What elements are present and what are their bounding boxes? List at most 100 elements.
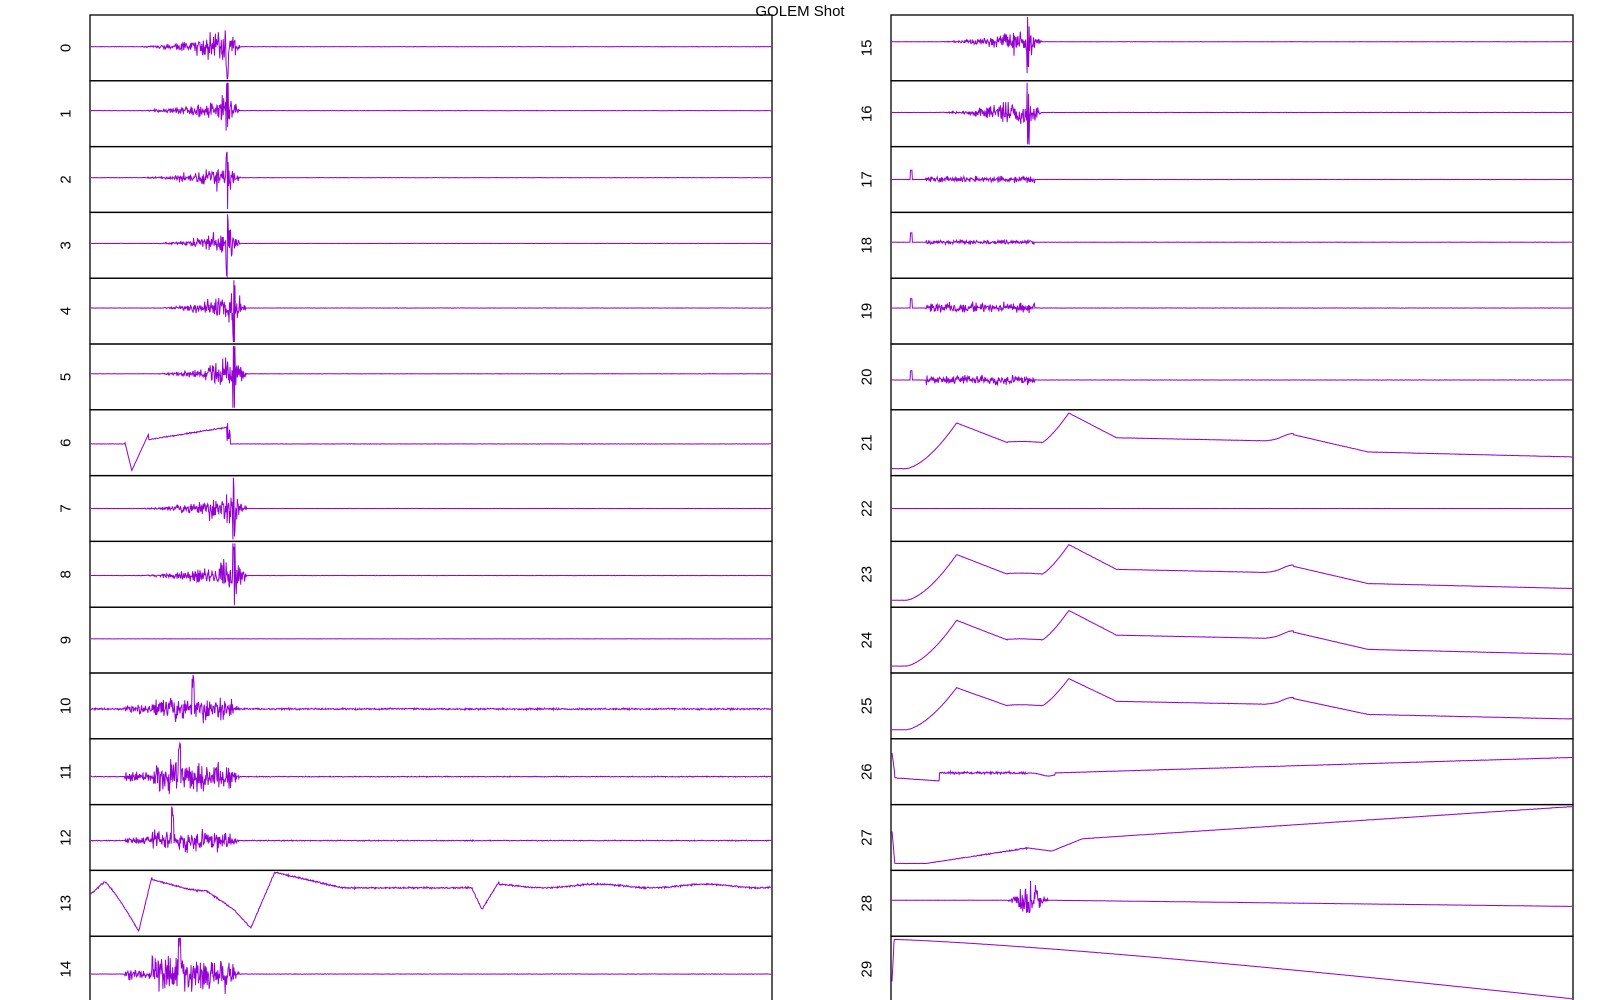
panel-24: 24: [859, 606, 1574, 674]
panel-frame: [890, 343, 1574, 411]
signal-trace-12: [90, 806, 772, 853]
channel-label: 10: [58, 698, 75, 715]
channel-label: 8: [58, 570, 75, 578]
panel-frame: [890, 540, 1574, 608]
panel-15: 15: [859, 14, 1574, 82]
channel-label: 22: [859, 500, 876, 517]
channel-label: 21: [859, 434, 876, 451]
panel-frame: [890, 738, 1574, 806]
channel-label: 16: [859, 105, 876, 122]
signal-trace-20: [891, 370, 1572, 386]
panel-10: 10: [58, 672, 773, 740]
panel-13: 13: [58, 869, 773, 937]
panel-5: 5: [58, 343, 773, 411]
channel-label: 23: [859, 566, 876, 583]
channel-label: 17: [859, 171, 876, 188]
channel-label: 1: [58, 110, 75, 118]
panel-21: 21: [859, 409, 1574, 477]
signal-trace-3: [91, 214, 772, 279]
signal-trace-10: [90, 674, 772, 724]
signal-trace-17: [891, 169, 1572, 184]
panel-frame: [890, 672, 1574, 740]
panel-4: 4: [58, 277, 773, 345]
channel-label: 13: [58, 895, 75, 912]
panel-1: 1: [58, 80, 773, 148]
channel-label: 26: [859, 763, 876, 780]
signal-trace-4: [90, 280, 771, 343]
signal-trace-13: [90, 871, 772, 933]
panel-29: 29: [859, 935, 1574, 1000]
panel-26: 26: [859, 738, 1574, 806]
channel-label: 3: [58, 241, 75, 249]
channel-label: 27: [859, 829, 876, 846]
panel-20: 20: [859, 343, 1574, 411]
panel-12: 12: [58, 803, 773, 872]
signal-trace-25: [891, 678, 1573, 731]
panel-frame: [89, 869, 773, 937]
channel-label: 15: [859, 40, 876, 57]
panel-frame: [89, 343, 773, 411]
signal-trace-16: [891, 82, 1573, 145]
panel-22: 22: [859, 474, 1574, 543]
signal-trace-19: [892, 297, 1573, 314]
signal-trace-28: [891, 880, 1572, 914]
signal-trace-18: [891, 232, 1572, 246]
channel-label: 7: [58, 504, 75, 512]
channel-label: 28: [859, 895, 876, 912]
panel-frame: [890, 935, 1574, 1000]
panel-16: 16: [859, 80, 1574, 148]
panel-frame: [89, 606, 773, 674]
signal-trace-21: [891, 412, 1573, 470]
panel-3: 3: [58, 211, 773, 279]
panel-27: 27: [859, 803, 1574, 872]
panel-frame: [890, 606, 1574, 674]
channel-label: 18: [859, 237, 876, 254]
signal-trace-7: [91, 477, 771, 540]
signal-trace-27: [891, 806, 1572, 865]
signal-trace-0: [90, 30, 772, 80]
panel-frame: [89, 409, 773, 477]
channel-label: 14: [58, 961, 75, 978]
signal-trace-24: [891, 610, 1573, 667]
signal-trace-6: [90, 423, 771, 472]
channel-label: 9: [58, 636, 75, 644]
panel-frame: [890, 409, 1574, 477]
channel-label: 5: [58, 373, 75, 381]
panel-frame: [890, 869, 1574, 937]
signal-trace-11: [90, 741, 772, 795]
panel-frame: [89, 14, 773, 82]
panel-frame: [890, 803, 1574, 872]
panel-frame: [890, 14, 1574, 82]
panel-frame: [89, 935, 773, 1000]
signal-trace-8: [90, 543, 771, 606]
channel-label: 20: [859, 369, 876, 386]
panel-2: 2: [58, 145, 773, 214]
channel-label: 25: [859, 698, 876, 715]
channel-label: 12: [58, 829, 75, 846]
panel-25: 25: [859, 672, 1574, 740]
signal-trace-2: [91, 151, 772, 210]
channel-label: 0: [58, 44, 75, 52]
figure-title: GOLEM Shot: [755, 3, 845, 20]
panel-frame: [890, 277, 1574, 345]
panel-19: 19: [859, 277, 1574, 345]
channel-label: 29: [859, 961, 876, 978]
panel-14: 14: [58, 935, 773, 1000]
panel-23: 23: [859, 540, 1574, 608]
channel-label: 2: [58, 175, 75, 183]
panel-17: 17: [859, 145, 1574, 214]
panel-28: 28: [859, 869, 1574, 937]
signal-trace-29: [891, 938, 1572, 1000]
panel-18: 18: [859, 211, 1574, 279]
panel-7: 7: [58, 474, 773, 543]
panel-0: 0: [58, 14, 773, 82]
signal-trace-23: [891, 544, 1573, 601]
panel-frame: [890, 211, 1574, 279]
panel-6: 6: [58, 409, 773, 477]
channel-label: 11: [58, 764, 75, 780]
panel-11: 11: [58, 738, 773, 806]
signal-trace-1: [90, 82, 771, 131]
panel-8: 8: [58, 540, 773, 608]
channel-label: 24: [859, 632, 876, 649]
channel-label: 6: [58, 439, 75, 447]
